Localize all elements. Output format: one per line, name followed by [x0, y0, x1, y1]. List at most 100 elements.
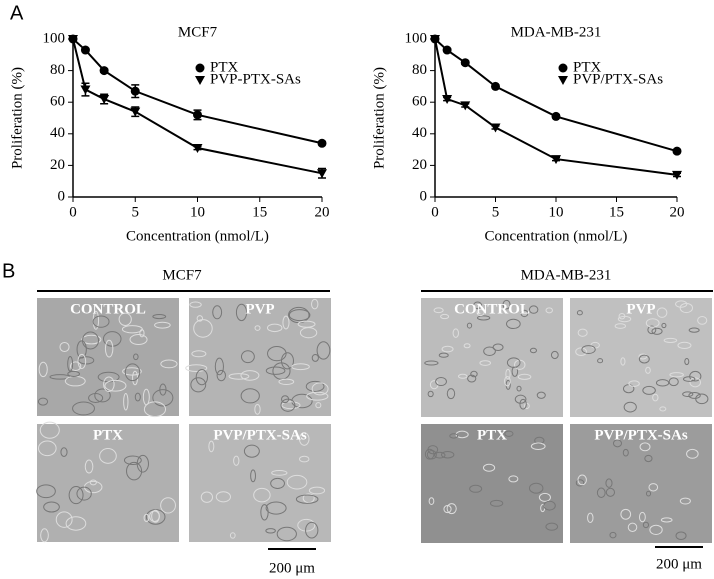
cell [581, 345, 596, 355]
cell [67, 370, 81, 377]
point [551, 111, 561, 121]
scale-bar-label: 200 μm [269, 560, 315, 576]
cell [253, 487, 271, 503]
point [442, 95, 453, 105]
cell [504, 430, 514, 437]
micrograph-label: PVP/PTX-SAs [594, 427, 687, 443]
cell [291, 393, 313, 409]
cell [587, 512, 594, 524]
y-axis-label: Proliferation (%) [371, 67, 387, 169]
cell [123, 392, 129, 411]
cell [534, 436, 545, 445]
cell [65, 516, 87, 531]
chart-title: MCF7 [178, 24, 218, 40]
cell [597, 358, 604, 364]
cell [308, 486, 326, 495]
cell [77, 353, 87, 369]
cell [545, 522, 559, 531]
cell [270, 477, 285, 489]
legend-marker [195, 76, 205, 85]
cell [576, 310, 583, 316]
cell [316, 341, 331, 360]
point [430, 35, 440, 44]
cell [452, 328, 459, 338]
x-tick-label: 0 [431, 204, 439, 220]
y-tick-label: 0 [58, 188, 66, 204]
cell [265, 528, 276, 534]
y-tick-label: 40 [412, 125, 427, 141]
cell [133, 353, 139, 361]
cell [434, 451, 446, 459]
cell [645, 366, 651, 374]
cell [195, 369, 209, 386]
cell [229, 532, 236, 539]
point [317, 138, 327, 148]
cell [656, 307, 668, 318]
cell [424, 360, 439, 366]
x-tick-label: 10 [190, 204, 205, 220]
cell [519, 398, 527, 410]
cell [605, 487, 616, 497]
cell [505, 379, 511, 390]
cell [254, 403, 261, 415]
cell [243, 444, 260, 458]
cell [440, 313, 450, 320]
cell [160, 359, 178, 369]
x-axis-label: Concentration (nmol/L) [126, 228, 269, 244]
y-tick-label: 80 [412, 62, 427, 78]
cell [438, 352, 449, 358]
cell [661, 322, 667, 329]
cell [612, 439, 622, 448]
point [193, 110, 202, 120]
cell [628, 380, 640, 387]
panel-label: B [2, 260, 15, 282]
x-tick-label: 15 [609, 204, 624, 220]
micrograph [570, 298, 712, 417]
cell [697, 316, 708, 325]
cell [154, 321, 171, 329]
cell [84, 459, 94, 474]
cell [104, 339, 114, 358]
cell [651, 327, 663, 335]
cell [118, 312, 132, 326]
x-axis-label: Concentration (nmol/L) [485, 228, 628, 244]
cell [151, 509, 160, 523]
cell [663, 337, 678, 343]
cell [214, 357, 224, 376]
cell [466, 322, 473, 329]
cell [286, 474, 308, 490]
cell [427, 445, 439, 455]
cell [123, 455, 142, 466]
cell [446, 503, 457, 515]
cell [191, 350, 207, 358]
cell [235, 303, 248, 322]
cell [514, 359, 526, 370]
cell [311, 353, 319, 362]
cell [506, 318, 521, 330]
chart-title: MDA-MB-231 [511, 24, 602, 40]
cell [281, 401, 301, 410]
cell [620, 508, 632, 520]
cell [426, 450, 437, 460]
cell [596, 487, 606, 498]
cell [38, 440, 57, 457]
cell [467, 374, 477, 383]
point [317, 169, 327, 179]
cell [688, 327, 700, 333]
micrograph-label: PVP [626, 301, 655, 317]
cell [215, 491, 231, 503]
cell [441, 450, 455, 459]
cell [134, 392, 141, 402]
cell [254, 325, 261, 331]
cell [240, 370, 260, 381]
cell [37, 397, 49, 406]
cell [265, 501, 287, 515]
cell [60, 447, 68, 457]
cell [648, 483, 659, 492]
cell [55, 511, 73, 528]
micrograph-label: PTX [93, 427, 123, 443]
cell [677, 341, 692, 349]
cell [489, 499, 504, 507]
cell [200, 491, 214, 503]
